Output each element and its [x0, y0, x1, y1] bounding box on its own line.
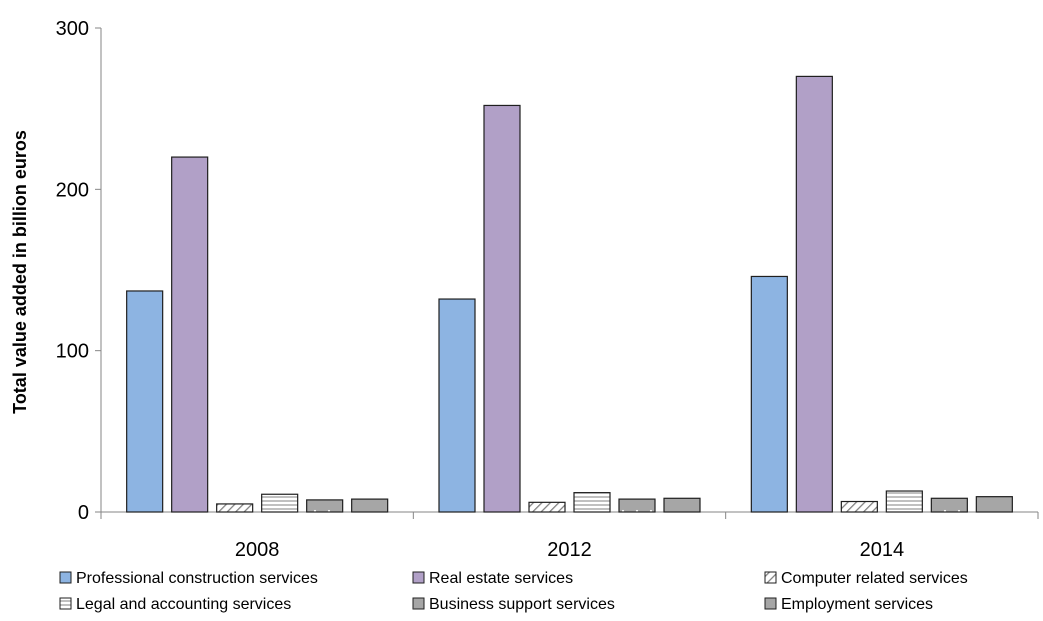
- legend-swatch: [59, 597, 72, 610]
- bar: [528, 501, 566, 513]
- bars: [126, 75, 1013, 513]
- bar: [351, 498, 389, 513]
- legend: Professional construction services Real e…: [59, 570, 968, 613]
- legend-label: Legal and accounting services: [76, 596, 291, 613]
- bar: [438, 298, 476, 513]
- bar: [750, 275, 788, 513]
- bar: [663, 497, 701, 513]
- bar: [885, 490, 923, 513]
- bar: [126, 290, 164, 513]
- bar: [306, 499, 344, 513]
- bar: [573, 492, 611, 513]
- bar: [618, 498, 656, 513]
- legend-swatch: [412, 597, 425, 610]
- bar: [840, 500, 878, 513]
- y-tick-label: 0: [78, 502, 89, 524]
- bar: [483, 104, 521, 513]
- bar: [975, 496, 1013, 513]
- legend-swatch: [59, 571, 72, 584]
- y-tick-label: 100: [56, 341, 89, 363]
- x-tick-label: 2008: [235, 539, 280, 561]
- y-tick-label: 300: [56, 18, 89, 40]
- legend-swatch: [764, 597, 777, 610]
- bar: [216, 503, 254, 513]
- y-tick-label: 200: [56, 179, 89, 201]
- legend-label: Employment services: [781, 596, 933, 613]
- bar: [930, 497, 968, 513]
- x-tick-label: 2012: [547, 539, 592, 561]
- legend-label: Professional construction services: [76, 570, 318, 587]
- axes: [100, 28, 1038, 513]
- y-axis-title: Total value added in billion euros: [10, 130, 30, 414]
- legend-swatch: [412, 571, 425, 584]
- bar: [171, 156, 209, 513]
- legend-label: Business support services: [429, 596, 615, 613]
- legend-swatch: [764, 571, 777, 584]
- y-ticks: 0 100 200 300: [56, 18, 101, 524]
- x-ticks: 2008 2012 2014: [100, 512, 1039, 561]
- legend-label: Computer related services: [781, 570, 968, 587]
- bar: [795, 75, 833, 513]
- legend-label: Real estate services: [429, 570, 573, 587]
- bar: [261, 493, 299, 513]
- x-tick-label: 2014: [860, 539, 905, 561]
